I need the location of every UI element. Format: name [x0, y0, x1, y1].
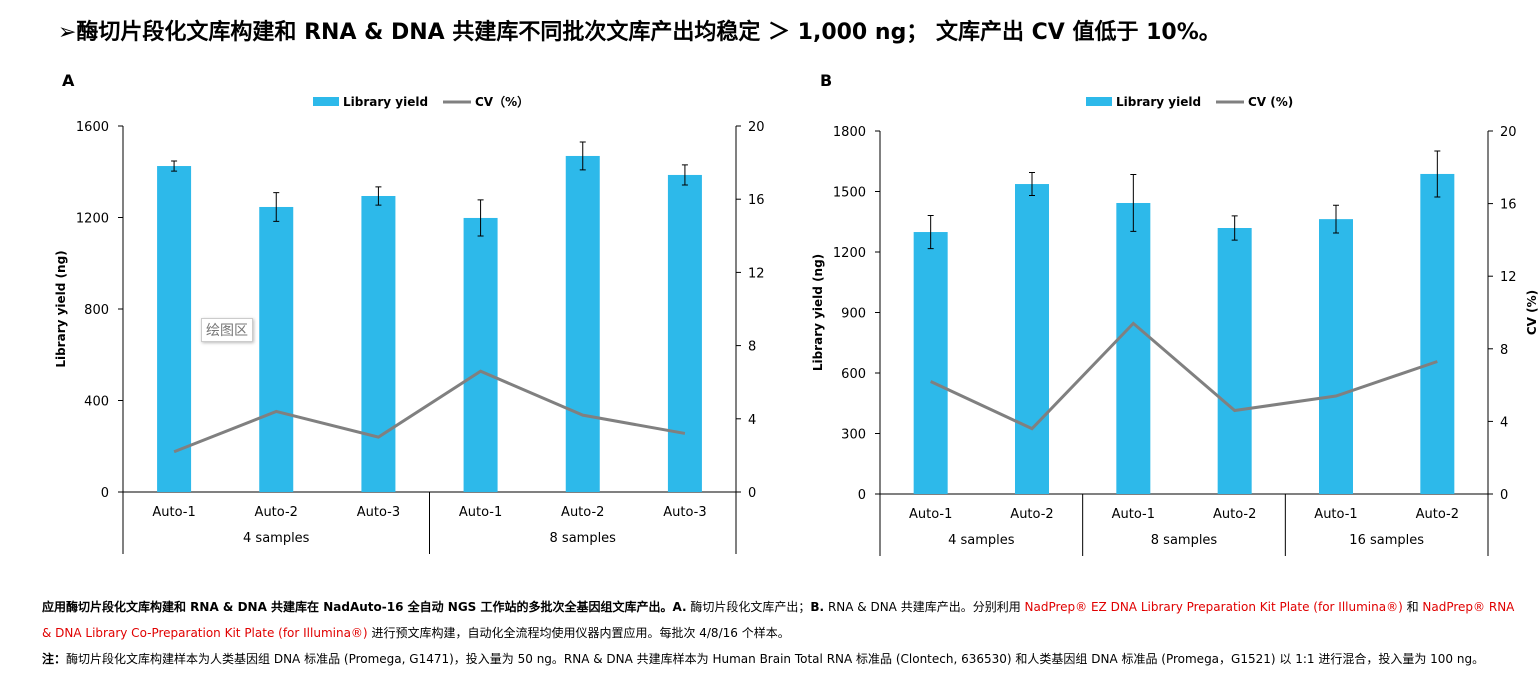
cv-line — [930, 321, 1438, 431]
note-label: 注： — [42, 652, 67, 666]
caption-note: 注：酶切片段化文库构建样本为人类基因组 DNA 标准品 (Promega, G1… — [42, 648, 1484, 670]
plot-area-tooltip: 绘图区 — [201, 318, 253, 342]
bar — [1319, 219, 1353, 494]
y-tick-label: 1200 — [76, 212, 109, 227]
caption-text: 酶切片段化文库产出； — [686, 600, 811, 614]
x-tick-label: Auto-1 — [1314, 507, 1357, 522]
bar — [259, 206, 294, 493]
product-name: & DNA Library Co-Preparation Kit Plate (… — [42, 626, 368, 640]
caption-line-2: & DNA Library Co-Preparation Kit Plate (… — [42, 622, 790, 644]
caption-line-1: 应用酶切片段化文库构建和 RNA & DNA 共建库在 NadAuto-16 全… — [42, 596, 1514, 618]
bar — [667, 174, 702, 492]
caption-text: 和 — [1402, 600, 1423, 614]
chart-b: B Library yield CV (%) 0 300 600 900 1200 1500 18… — [811, 71, 1539, 556]
y-tick-label: 1500 — [833, 186, 866, 201]
bar — [361, 195, 396, 492]
bar — [1420, 173, 1455, 494]
x-tick-label: Auto-1 — [1112, 507, 1155, 522]
bar — [913, 232, 948, 494]
product-name: NadPrep® RNA — [1422, 600, 1515, 614]
legend-label: Library yield — [343, 95, 428, 109]
y-axis-title: Library yield (ng) — [54, 250, 68, 367]
caption-title: 应用酶切片段化文库构建和 RNA & DNA 共建库在 NadAuto-16 全… — [42, 600, 687, 614]
legend-label: CV（%） — [475, 94, 529, 109]
bar — [565, 155, 600, 492]
x-tick-label: Auto-1 — [152, 505, 195, 520]
x-tick-label: Auto-2 — [561, 505, 604, 520]
error-bar — [171, 160, 178, 172]
y-tick-label: 1600 — [76, 120, 109, 135]
legend-label: CV (%) — [1248, 95, 1293, 109]
error-bar — [1333, 204, 1339, 234]
x-tick-label: Auto-3 — [357, 505, 400, 520]
error-bar — [1029, 172, 1035, 197]
y2-tick-label: 16 — [1500, 198, 1517, 213]
group-label: 4 samples — [948, 533, 1015, 548]
y-tick-label: 300 — [841, 428, 866, 443]
bar — [157, 166, 192, 492]
y2-tick-label: 0 — [748, 486, 756, 501]
y-tick-label: 1800 — [833, 125, 866, 140]
y-axis-title: Library yield (ng) — [811, 254, 825, 371]
y2-tick-label: 16 — [748, 193, 765, 208]
bar — [1015, 184, 1049, 494]
y-tick-label: 1200 — [833, 246, 866, 261]
chart-a: A Library yield CV（%） 0 400 800 1200 1600 0 4 8 12 1… — [54, 71, 765, 554]
x-tick-label: Auto-2 — [1010, 507, 1053, 522]
x-tick-label: Auto-2 — [255, 505, 298, 520]
y2-tick-label: 4 — [748, 413, 756, 428]
legend-swatch-yield — [1086, 97, 1112, 106]
error-bar — [579, 141, 586, 171]
x-tick-label: Auto-1 — [459, 505, 502, 520]
group-label: 8 samples — [1151, 533, 1218, 548]
group-label: 16 samples — [1349, 533, 1424, 548]
page-title: ➢酶切片段化文库构建和 RNA & DNA 共建库不同批次文库产出均稳定 ＞ 1… — [58, 20, 1221, 45]
legend-swatch-yield — [313, 97, 339, 106]
caption-text: 进行预文库构建，自动化全流程均使用仪器内置应用。每批次 4/8/16 个样本。 — [367, 626, 790, 640]
error-bar — [681, 164, 688, 186]
caption-text: B. — [810, 600, 825, 614]
y2-tick-label: 12 — [1500, 270, 1517, 285]
product-name: NadPrep® EZ DNA Library Preparation Kit … — [1024, 600, 1403, 614]
panel-label: A — [62, 71, 75, 90]
x-tick-label: Auto-2 — [1416, 507, 1459, 522]
error-bar — [1231, 215, 1238, 241]
y2-tick-label: 12 — [748, 266, 765, 281]
error-bar — [477, 199, 484, 237]
y2-axis-title: CV (%) — [1525, 290, 1539, 335]
caption-text: RNA & DNA 共建库产出。分别利用 — [824, 600, 1025, 614]
bar — [463, 217, 498, 492]
x-tick-label: Auto-2 — [1213, 507, 1256, 522]
y2-tick-label: 8 — [1500, 343, 1508, 358]
bar — [1217, 228, 1252, 495]
error-bar — [1130, 174, 1137, 232]
panel-label: B — [820, 71, 832, 90]
y-tick-label: 400 — [84, 395, 109, 410]
y2-tick-label: 20 — [1500, 125, 1517, 140]
y2-tick-label: 0 — [1500, 488, 1508, 503]
y-tick-label: 0 — [858, 488, 866, 503]
x-tick-label: Auto-3 — [663, 505, 706, 520]
y-tick-label: 600 — [841, 367, 866, 382]
bar — [1116, 202, 1151, 494]
y-tick-label: 900 — [841, 307, 866, 322]
error-bar — [273, 192, 280, 222]
error-bar — [927, 214, 934, 250]
y2-tick-label: 4 — [1500, 415, 1508, 430]
x-tick-label: Auto-1 — [909, 507, 952, 522]
legend-label: Library yield — [1116, 95, 1201, 109]
note-text: 酶切片段化文库构建样本为人类基因组 DNA 标准品 (Promega, G147… — [66, 652, 1485, 666]
y2-tick-label: 8 — [748, 340, 756, 355]
group-label: 4 samples — [243, 531, 310, 546]
error-bar — [375, 186, 382, 206]
y-tick-label: 800 — [84, 303, 109, 318]
group-label: 8 samples — [550, 531, 617, 546]
y-tick-label: 0 — [101, 486, 109, 501]
cv-line — [173, 369, 686, 454]
error-bar — [1434, 150, 1441, 198]
y2-tick-label: 20 — [748, 120, 765, 135]
